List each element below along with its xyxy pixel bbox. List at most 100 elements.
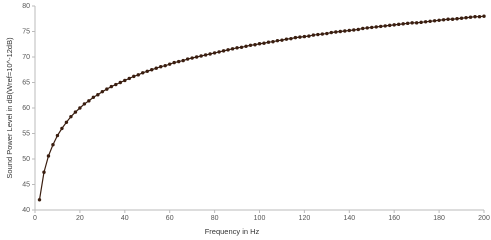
marker: [450, 17, 455, 21]
marker: [73, 110, 78, 114]
marker: [275, 38, 280, 43]
marker: [55, 133, 60, 138]
marker: [320, 32, 325, 36]
marker: [46, 154, 51, 158]
marker: [208, 52, 212, 56]
x-tick-label: 160: [388, 215, 400, 222]
marker: [396, 22, 401, 27]
marker: [212, 51, 217, 55]
marker: [69, 114, 73, 119]
marker: [199, 54, 203, 58]
marker: [51, 143, 55, 147]
marker: [248, 43, 253, 47]
marker: [123, 78, 127, 83]
marker: [370, 25, 374, 30]
marker: [127, 76, 131, 81]
marker: [316, 32, 320, 37]
marker: [42, 170, 46, 174]
y-tick-label: 55: [22, 130, 30, 137]
marker: [437, 18, 441, 22]
marker: [239, 45, 244, 50]
x-tick-label: 80: [211, 215, 219, 222]
marker: [257, 42, 262, 46]
marker: [190, 56, 194, 60]
marker: [163, 63, 167, 68]
marker: [410, 21, 414, 25]
marker: [145, 69, 149, 73]
y-tick-label: 70: [22, 54, 30, 61]
marker: [392, 23, 396, 27]
marker: [114, 82, 118, 87]
x-axis-label: Frequency in Hz: [205, 227, 260, 236]
marker: [473, 15, 477, 19]
x-tick-label: 120: [299, 215, 311, 222]
marker: [401, 22, 405, 26]
marker: [87, 99, 91, 103]
marker: [105, 87, 109, 91]
marker: [203, 53, 208, 57]
marker: [325, 31, 329, 36]
marker: [176, 59, 181, 64]
marker: [154, 66, 158, 70]
x-tick-label: 0: [33, 215, 37, 222]
marker: [459, 16, 464, 20]
marker: [185, 57, 190, 61]
marker: [356, 27, 360, 32]
marker: [468, 15, 473, 19]
x-tick-label: 200: [478, 215, 490, 222]
marker: [293, 35, 298, 40]
y-tick-label: 80: [22, 3, 30, 10]
marker: [446, 17, 450, 21]
marker: [343, 29, 347, 33]
marker: [136, 73, 140, 77]
marker: [441, 18, 446, 22]
marker: [64, 120, 69, 124]
marker: [266, 40, 271, 44]
marker: [379, 24, 383, 29]
marker: [352, 28, 356, 32]
marker: [388, 23, 392, 28]
marker: [132, 74, 136, 79]
marker: [374, 25, 378, 29]
marker: [96, 93, 100, 97]
y-tick-label: 75: [22, 28, 30, 35]
y-tick-label: 65: [22, 79, 30, 86]
marker: [307, 34, 311, 38]
marker: [100, 89, 105, 94]
x-tick-label: 40: [121, 215, 129, 222]
y-tick-label: 40: [22, 207, 30, 214]
marker: [477, 15, 482, 19]
marker: [60, 126, 64, 131]
marker: [423, 20, 428, 24]
marker: [432, 19, 437, 23]
marker: [311, 33, 316, 37]
marker: [455, 17, 459, 21]
marker: [383, 24, 387, 28]
marker: [280, 38, 284, 42]
marker: [226, 48, 230, 52]
marker: [334, 30, 338, 34]
marker: [271, 40, 275, 44]
marker: [289, 36, 293, 41]
marker: [78, 106, 82, 110]
marker: [405, 21, 410, 26]
marker: [298, 35, 302, 39]
y-axis-label: Sound Power Level in dB(Wref=10^-12dB): [5, 37, 14, 179]
marker: [464, 16, 468, 20]
marker: [338, 29, 343, 34]
marker: [302, 34, 307, 39]
y-tick-label: 45: [22, 181, 30, 188]
y-tick-label: 50: [22, 156, 30, 163]
marker: [329, 30, 334, 35]
marker: [37, 198, 42, 202]
marker: [428, 19, 432, 23]
marker: [361, 26, 365, 31]
marker: [244, 44, 248, 48]
marker: [159, 64, 163, 69]
marker: [141, 71, 145, 75]
x-tick-label: 140: [343, 215, 355, 222]
marker: [181, 58, 185, 63]
x-tick-label: 100: [254, 215, 266, 222]
